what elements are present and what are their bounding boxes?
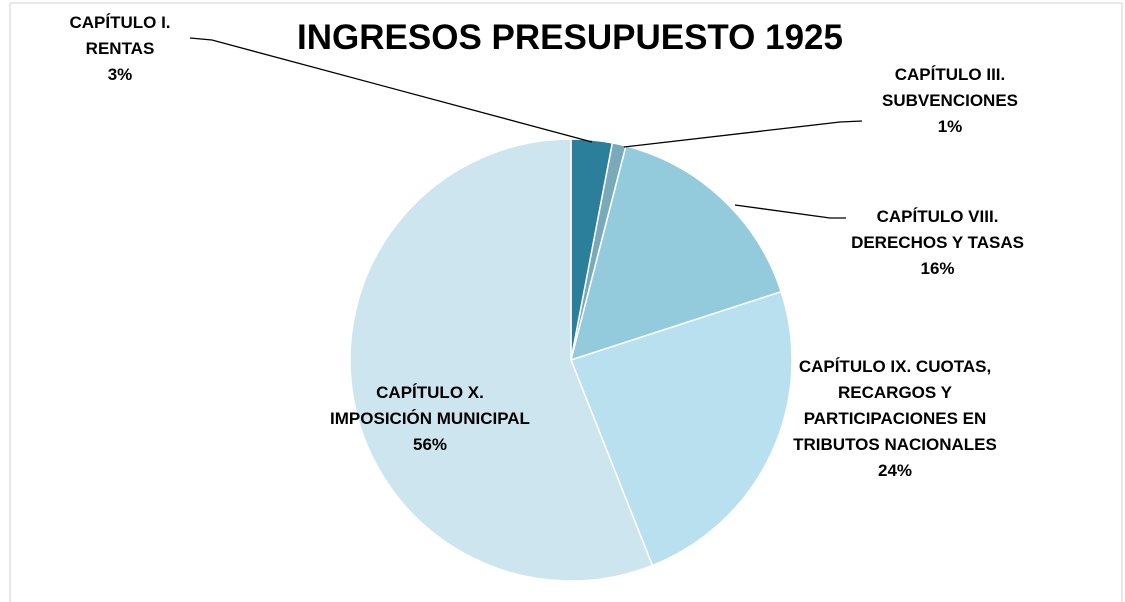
category-label: CAPÍTULO III. SUBVENCIONES [881,65,1019,110]
value-label: 3% [107,65,133,84]
data-label: CAPÍTULO III. SUBVENCIONES 1% [850,62,1050,140]
pie-slice [570,290,793,567]
leader-line [623,120,863,148]
category-label: CAPÍTULO IX. CUOTAS, RECARGOS Y PARTICIP… [793,357,997,454]
pie [349,138,793,582]
value-label: 24% [877,461,913,480]
data-label: CAPÍTULO VIII. DERECHOS Y TASAS 16% [830,204,1045,282]
value-label: 16% [920,259,955,278]
leader-line [734,204,846,219]
category-label: CAPÍTULO I. RENTAS [69,13,171,58]
pie-slice [569,145,783,362]
value-label: 56% [412,435,448,454]
category-label: CAPÍTULO X. IMPOSICIÓN MUNICIPAL [330,383,530,428]
data-label: CAPÍTULO X. IMPOSICIÓN MUNICIPAL 56% [330,380,530,458]
chart-title: INGRESOS PRESUPUESTO 1925 [297,18,843,57]
pie-slice [349,138,654,582]
data-label: CAPÍTULO I. RENTAS 3% [40,10,200,88]
leader-line [189,37,593,143]
category-label: CAPÍTULO VIII. DERECHOS Y TASAS [851,207,1024,252]
value-label: 1% [937,117,963,136]
data-label: CAPÍTULO IX. CUOTAS, RECARGOS Y PARTICIP… [790,354,1000,484]
